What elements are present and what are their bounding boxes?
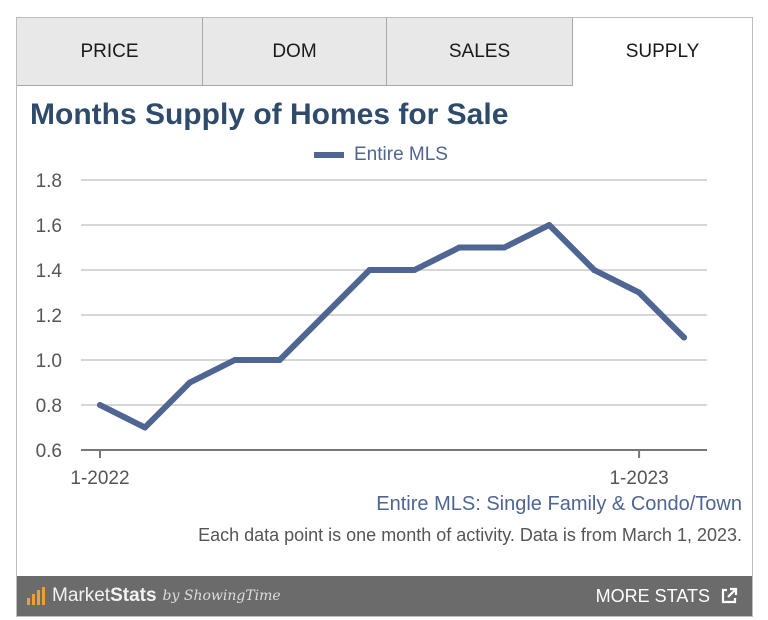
- series-line-entire-mls: [97, 222, 687, 431]
- external-link-icon: [721, 587, 738, 604]
- data-point: [276, 357, 283, 363]
- y-tick-label: 1.6: [36, 216, 62, 237]
- data-point: [456, 244, 463, 251]
- data-point: [636, 289, 643, 296]
- chart-legend: Entire MLS: [314, 143, 448, 167]
- y-tick-label: 1.8: [36, 171, 62, 192]
- series-layer: [97, 222, 687, 431]
- marketstats-logo[interactable]: MarketStats by ShowingTime: [27, 585, 281, 607]
- tab-dom[interactable]: DOM: [203, 18, 387, 86]
- x-tick-label: 1-2023: [609, 468, 668, 488]
- tab-price[interactable]: PRICE: [17, 18, 203, 86]
- x-tick-label: 1-2022: [70, 468, 129, 488]
- source-caption: Entire MLS: Single Family & Condo/Town: [376, 493, 742, 515]
- data-point: [186, 379, 193, 386]
- data-point: [681, 334, 687, 341]
- data-point: [231, 357, 238, 363]
- data-point: [591, 267, 598, 273]
- y-tick-label: 1.2: [36, 306, 62, 327]
- data-point: [97, 402, 103, 408]
- data-point: [411, 267, 418, 273]
- brand-byline: by ShowingTime: [162, 588, 281, 604]
- y-tick-label: 0.6: [36, 441, 62, 462]
- y-tick-label: 1.4: [36, 261, 63, 282]
- data-point: [546, 222, 553, 228]
- legend-swatch: [314, 152, 344, 158]
- more-stats-label: MORE STATS: [595, 585, 710, 606]
- data-note: Each data point is one month of activity…: [198, 525, 742, 545]
- more-stats-link[interactable]: MORE STATS: [596, 586, 738, 607]
- y-tick-label: 0.8: [36, 396, 62, 417]
- brand-name: MarketStats: [52, 585, 157, 606]
- tab-sales[interactable]: SALES: [387, 18, 573, 86]
- y-tick-label: 1.0: [36, 351, 62, 372]
- bar-chart-icon: [27, 587, 49, 605]
- tab-bar: PRICE DOM SALES SUPPLY: [17, 18, 752, 86]
- footer-bar: MarketStats by ShowingTime MORE STATS: [17, 576, 752, 616]
- axes: 0.6 0.8 1.0 1.2 1.4 1.6 1.8 1-2022 1-2023: [36, 171, 707, 488]
- grid-lines: [81, 179, 707, 406]
- data-point: [321, 312, 328, 318]
- tab-supply[interactable]: SUPPLY: [573, 18, 752, 86]
- line-chart: 0.6 0.8 1.0 1.2 1.4 1.6 1.8 1-2022 1-2023: [36, 171, 707, 488]
- data-point: [366, 267, 373, 273]
- stats-widget: PRICE DOM SALES SUPPLY Months Supply of …: [16, 17, 753, 617]
- data-point: [501, 244, 508, 251]
- legend-label: Entire MLS: [354, 144, 448, 165]
- chart-title: Months Supply of Homes for Sale: [30, 98, 509, 131]
- data-point: [141, 424, 148, 431]
